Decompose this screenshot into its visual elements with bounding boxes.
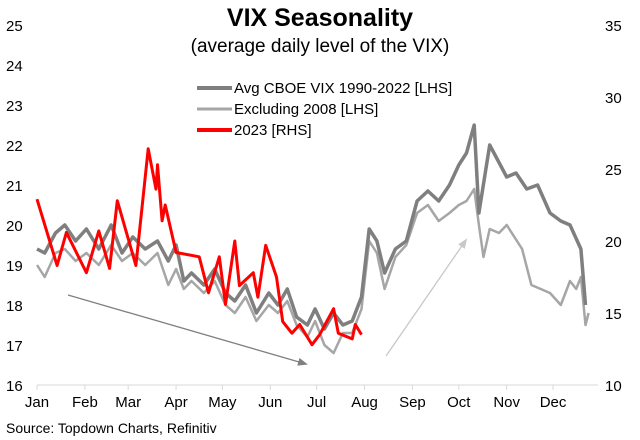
x-tick-label: Nov (493, 394, 520, 411)
y-right-tick-label: 25 (605, 162, 622, 179)
y-left-tick-label: 20 (6, 218, 23, 235)
y-left-tick-label: 17 (6, 338, 23, 355)
legend-label: Avg CBOE VIX 1990-2022 [LHS] (234, 80, 452, 97)
legend: Avg CBOE VIX 1990-2022 [LHS] Excluding 20… (197, 80, 452, 139)
y-right-tick-label: 15 (605, 306, 622, 323)
x-tick-label: Dec (540, 394, 567, 411)
source-note: Source: Topdown Charts, Refinitiv (6, 420, 217, 436)
y-left-tick-label: 23 (6, 98, 23, 115)
x-tick-label: Jun (258, 394, 282, 411)
series-line (36, 123, 588, 331)
x-tick-label: Oct (447, 394, 471, 411)
chart-title: VIX Seasonality (226, 4, 414, 32)
y-right-tick-label: 35 (605, 18, 622, 35)
y-left-tick-label: 24 (6, 58, 23, 75)
x-tick-label: May (208, 394, 237, 411)
y-left-tick-label: 22 (6, 138, 23, 155)
y-left-tick-label: 18 (6, 298, 23, 315)
series-line (35, 187, 590, 355)
x-tick-label: Mar (115, 394, 141, 411)
x-tick-label: Feb (72, 394, 98, 411)
y-left-tick-label: 21 (6, 178, 23, 195)
legend-label: Excluding 2008 [LHS] (234, 101, 378, 118)
series-line (35, 147, 363, 347)
chart-subtitle: (average daily level of the VIX) (190, 36, 450, 57)
x-tick-label: Aug (351, 394, 378, 411)
y-left-tick-label: 25 (6, 18, 23, 35)
x-tick-label: Jul (307, 394, 326, 411)
y-right-tick-label: 20 (605, 234, 622, 251)
x-tick-label: Jan (25, 394, 49, 411)
x-tick-label: Sep (399, 394, 426, 411)
y-left-tick-label: 19 (6, 258, 23, 275)
series-excluding-2008-lhs- (35, 187, 590, 355)
downtrend-arrow (67, 294, 308, 366)
y-right-tick-label: 30 (605, 90, 622, 107)
x-tick-label: Apr (164, 394, 187, 411)
y-right-tick-label: 10 (605, 378, 622, 395)
series-2023-rhs- (35, 147, 363, 347)
legend-label: 2023 [RHS] (234, 122, 312, 139)
y-left-tick-label: 16 (6, 378, 23, 395)
uptrend-arrow (385, 238, 468, 357)
